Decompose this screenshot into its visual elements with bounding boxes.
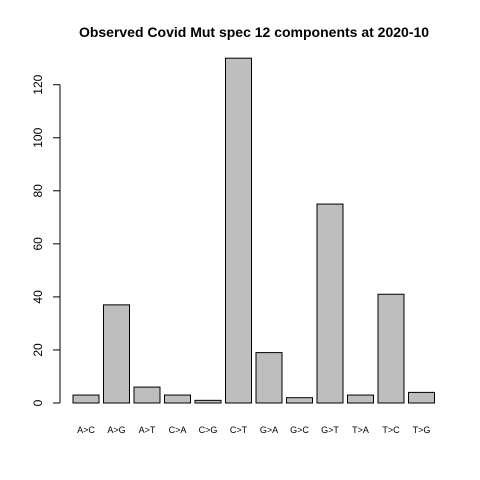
bar-G-to-T bbox=[316, 203, 344, 404]
x-category-label: A>G bbox=[107, 425, 125, 435]
bar-C-to-A bbox=[164, 394, 191, 404]
y-tick-label: 40 bbox=[31, 290, 45, 304]
x-category-label: G>C bbox=[290, 425, 309, 435]
bar-T-to-A bbox=[347, 394, 374, 404]
x-axis-labels: A>C A>G A>T C>A C>G C>T G>A G>C G>T T>A T>C T>G bbox=[77, 425, 430, 435]
bar-C-to-T bbox=[225, 57, 252, 404]
x-category-label: C>A bbox=[169, 425, 187, 435]
bar-T-to-C bbox=[377, 293, 405, 404]
y-tick-label: 60 bbox=[31, 237, 45, 251]
bar-A-to-T bbox=[133, 386, 161, 404]
bar-A-to-G bbox=[103, 304, 130, 404]
x-category-label: A>C bbox=[77, 425, 95, 435]
chart-title: Observed Covid Mut spec 12 components at… bbox=[79, 24, 429, 40]
bar-G-to-C bbox=[286, 397, 313, 404]
y-tick-label: 100 bbox=[31, 127, 45, 147]
y-tick-label: 20 bbox=[31, 343, 45, 357]
x-category-label: T>C bbox=[382, 425, 400, 435]
y-tick-label: 0 bbox=[31, 399, 45, 406]
bars-group bbox=[72, 57, 435, 404]
x-category-label: T>A bbox=[352, 425, 369, 435]
x-category-label: G>T bbox=[321, 425, 339, 435]
x-category-label: T>G bbox=[413, 425, 431, 435]
x-category-label: A>T bbox=[139, 425, 156, 435]
y-tick-label: 120 bbox=[31, 74, 45, 94]
bar-C-to-G bbox=[194, 399, 222, 404]
x-category-label: C>G bbox=[199, 425, 218, 435]
y-axis: 0 20 40 60 80 100 120 bbox=[31, 74, 61, 406]
y-tick-label: 80 bbox=[31, 184, 45, 198]
x-category-label: C>T bbox=[230, 425, 248, 435]
bar-A-to-C bbox=[72, 394, 100, 404]
bar-T-to-G bbox=[408, 391, 435, 404]
x-category-label: G>A bbox=[260, 425, 278, 435]
bar-G-to-A bbox=[255, 352, 283, 404]
